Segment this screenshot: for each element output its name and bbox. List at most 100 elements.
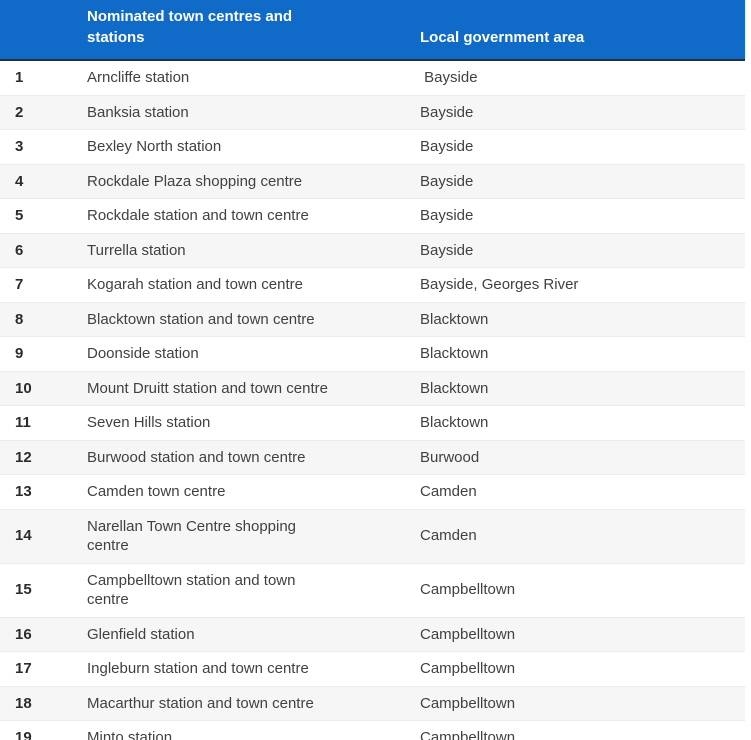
row-number: 8 bbox=[15, 310, 24, 328]
row-centre-name: Macarthur station and town centre bbox=[87, 694, 420, 714]
row-centre-name-text: Kogarah station and town centre bbox=[87, 276, 303, 293]
row-number: 18 bbox=[15, 694, 32, 712]
row-number: 13 bbox=[15, 483, 32, 500]
row-lga: Camden bbox=[420, 483, 477, 500]
row-lga: Bayside bbox=[420, 69, 478, 86]
row-centre-name: Bexley North station bbox=[87, 137, 420, 157]
row-centre-name-text: Mount Druitt station and town centre bbox=[87, 379, 328, 397]
row-lga: Bayside bbox=[420, 241, 474, 259]
row-centre-name: Minto station bbox=[87, 728, 420, 740]
table-header-row: Nominated town centres and stations Loca… bbox=[0, 0, 745, 61]
row-centre-name-text: Turrella station bbox=[87, 241, 186, 259]
table-row: 3 Bexley North station Bayside bbox=[0, 130, 745, 165]
row-lga: Bayside bbox=[420, 103, 474, 121]
table-row: 8 Blacktown station and town centre Blac… bbox=[0, 302, 745, 337]
row-centre-name-text: Arncliffe station bbox=[87, 69, 190, 86]
row-centre-name: Mount Druitt station and town centre bbox=[87, 379, 420, 399]
table-body: 1 Arncliffe station Bayside 2 Banksia st… bbox=[0, 61, 745, 740]
row-centre-name-text: Banksia station bbox=[87, 103, 189, 121]
row-centre-name: Kogarah station and town centre bbox=[87, 275, 420, 295]
table-row: 1 Arncliffe station Bayside bbox=[0, 61, 745, 96]
row-lga: Blacktown bbox=[420, 345, 489, 362]
row-centre-name-text: Seven Hills station bbox=[87, 414, 211, 431]
row-number: 2 bbox=[15, 103, 24, 121]
row-centre-name: Banksia station bbox=[87, 103, 420, 123]
table-row: 9 Doonside station Blacktown bbox=[0, 337, 745, 372]
row-centre-name: Campbelltown station and town centre bbox=[87, 571, 420, 610]
row-number: 10 bbox=[15, 379, 32, 397]
row-lga: Campbelltown bbox=[420, 694, 516, 712]
row-centre-name-text: Campbelltown station and town centre bbox=[87, 571, 296, 609]
row-number: 15 bbox=[15, 581, 32, 599]
row-centre-name: Rockdale station and town centre bbox=[87, 206, 420, 226]
row-number: 14 bbox=[15, 527, 32, 545]
row-lga: Bayside, Georges River bbox=[420, 276, 579, 293]
row-number: 12 bbox=[15, 448, 32, 466]
row-lga: Campbelltown bbox=[420, 660, 516, 677]
row-number: 6 bbox=[15, 241, 24, 259]
table-row: 15 Campbelltown station and town centre … bbox=[0, 564, 745, 618]
row-lga: Bayside bbox=[420, 172, 474, 190]
header-cell-nominated-centres: Nominated town centres and stations bbox=[87, 8, 293, 46]
table-row: 10 Mount Druitt station and town centre … bbox=[0, 371, 745, 406]
row-centre-name: Arncliffe station bbox=[87, 68, 420, 88]
row-centre-name-text: Doonside station bbox=[87, 345, 199, 362]
table-row: 17 Ingleburn station and town centre Cam… bbox=[0, 652, 745, 687]
table-row: 13 Camden town centre Camden bbox=[0, 475, 745, 510]
row-centre-name: Rockdale Plaza shopping centre bbox=[87, 172, 420, 192]
table-row: 12 Burwood station and town centre Burwo… bbox=[0, 440, 745, 475]
row-lga: Bayside bbox=[420, 207, 474, 224]
row-centre-name-text: Glenfield station bbox=[87, 625, 195, 643]
row-centre-name: Burwood station and town centre bbox=[87, 448, 420, 468]
row-centre-name: Blacktown station and town centre bbox=[87, 310, 420, 330]
row-number: 17 bbox=[15, 660, 32, 677]
row-centre-name-text: Burwood station and town centre bbox=[87, 448, 306, 466]
row-lga: Campbelltown bbox=[420, 729, 516, 740]
row-number: 5 bbox=[15, 207, 24, 224]
row-centre-name: Camden town centre bbox=[87, 482, 420, 502]
row-number: 9 bbox=[15, 345, 24, 362]
row-centre-name-text: Narellan Town Centre shopping centre bbox=[87, 517, 297, 555]
table-row: 16 Glenfield station Campbelltown bbox=[0, 617, 745, 652]
table-row: 5 Rockdale station and town centre Baysi… bbox=[0, 199, 745, 234]
row-centre-name: Glenfield station bbox=[87, 625, 420, 645]
table-row: 7 Kogarah station and town centre Baysid… bbox=[0, 268, 745, 303]
row-number: 7 bbox=[15, 276, 24, 293]
header-cell-local-government-area: Local government area bbox=[420, 29, 585, 46]
row-centre-name-text: Macarthur station and town centre bbox=[87, 694, 314, 712]
row-lga: Camden bbox=[420, 527, 477, 545]
row-lga: Blacktown bbox=[420, 379, 489, 397]
row-centre-name-text: Blacktown station and town centre bbox=[87, 310, 315, 328]
table-row: 11 Seven Hills station Blacktown bbox=[0, 406, 745, 441]
row-centre-name-text: Bexley North station bbox=[87, 138, 222, 155]
header-cell-number bbox=[15, 48, 87, 59]
row-centre-name-text: Ingleburn station and town centre bbox=[87, 660, 309, 677]
row-lga: Burwood bbox=[420, 448, 480, 466]
row-centre-name-text: Minto station bbox=[87, 729, 173, 740]
row-centre-name-text: Rockdale Plaza shopping centre bbox=[87, 172, 303, 190]
row-number: 4 bbox=[15, 172, 24, 190]
row-lga: Bayside bbox=[420, 138, 474, 155]
row-centre-name: Narellan Town Centre shopping centre bbox=[87, 517, 420, 556]
row-centre-name: Turrella station bbox=[87, 241, 420, 261]
table-row: 14 Narellan Town Centre shopping centre … bbox=[0, 509, 745, 564]
row-number: 16 bbox=[15, 625, 32, 643]
table-row: 2 Banksia station Bayside bbox=[0, 95, 745, 130]
row-lga: Blacktown bbox=[420, 414, 489, 431]
table-row: 6 Turrella station Bayside bbox=[0, 233, 745, 268]
row-centre-name: Ingleburn station and town centre bbox=[87, 659, 420, 679]
row-centre-name-text: Rockdale station and town centre bbox=[87, 207, 309, 224]
row-centre-name-text: Camden town centre bbox=[87, 483, 226, 500]
row-number: 1 bbox=[15, 69, 24, 86]
table-row: 4 Rockdale Plaza shopping centre Bayside bbox=[0, 164, 745, 199]
row-lga: Blacktown bbox=[420, 310, 489, 328]
row-number: 19 bbox=[15, 729, 32, 740]
row-centre-name: Seven Hills station bbox=[87, 413, 420, 433]
row-lga: Campbelltown bbox=[420, 625, 516, 643]
row-number: 3 bbox=[15, 138, 24, 155]
row-lga: Campbelltown bbox=[420, 581, 516, 599]
table-row: 19 Minto station Campbelltown bbox=[0, 721, 745, 740]
table-row: 18 Macarthur station and town centre Cam… bbox=[0, 686, 745, 721]
row-number: 11 bbox=[15, 414, 31, 431]
